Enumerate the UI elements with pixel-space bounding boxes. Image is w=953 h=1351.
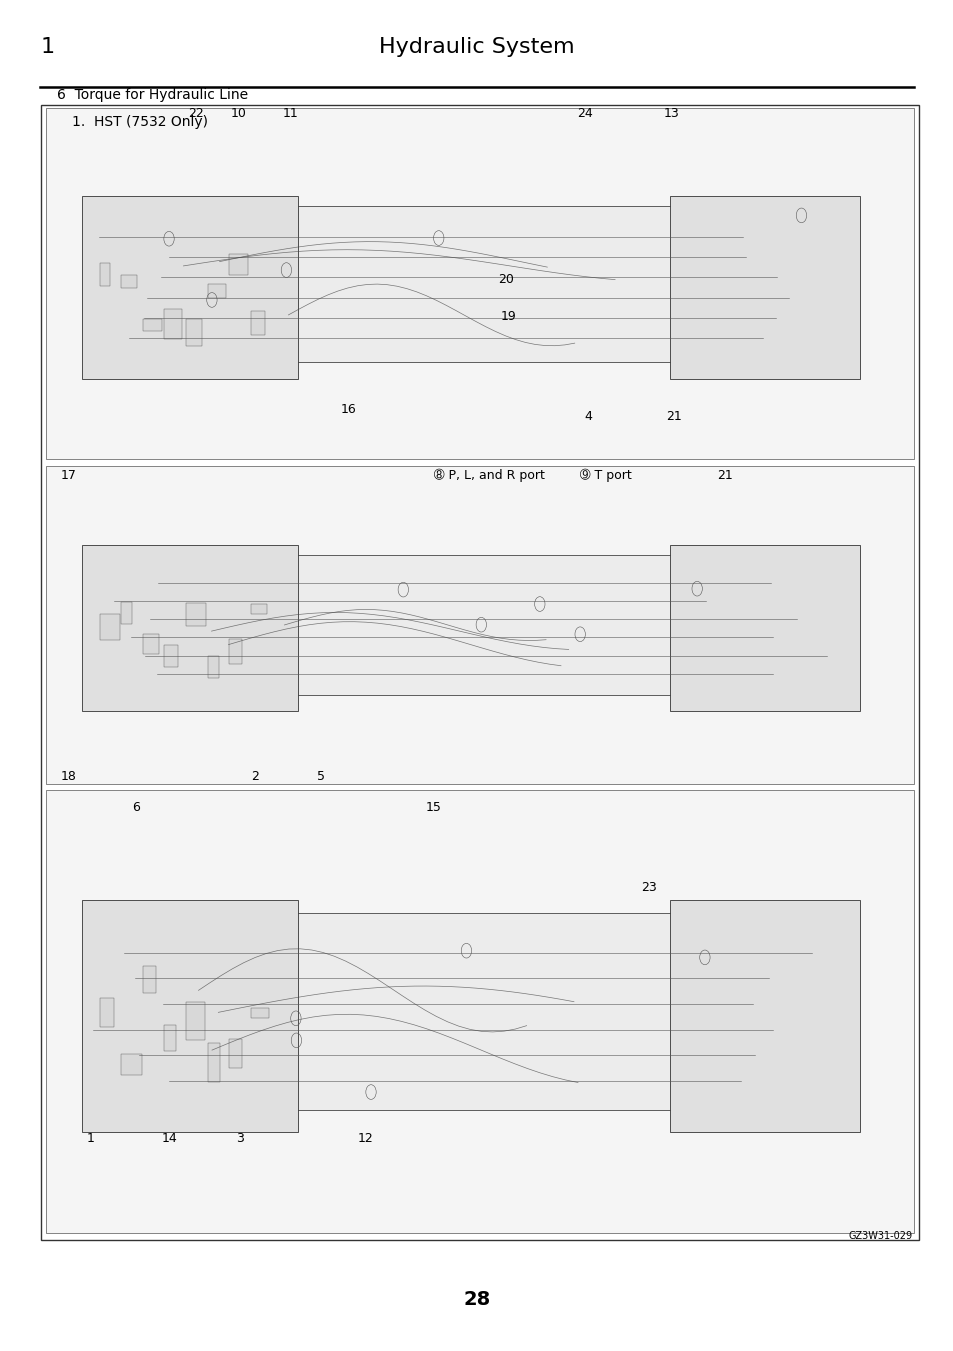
Bar [669,196,860,378]
Bar [91,555,851,694]
Bar [251,604,267,615]
Bar [229,1039,242,1067]
Bar [229,639,242,665]
Bar [186,1002,205,1040]
Text: 3: 3 [236,1132,244,1146]
Text: 6  Torque for Hydraulic Line: 6 Torque for Hydraulic Line [57,88,248,101]
Text: 13: 13 [663,107,679,120]
Bar [143,319,161,331]
Text: ➈ T port: ➈ T port [579,469,631,482]
Text: 1: 1 [40,38,54,57]
Text: 4: 4 [584,409,592,423]
Bar [121,1055,142,1074]
Text: 28: 28 [463,1290,490,1309]
Bar [164,309,182,339]
Text: 22: 22 [188,107,203,120]
Text: 24: 24 [577,107,592,120]
Bar [669,546,860,711]
Text: 21: 21 [665,409,680,423]
Bar [46,466,913,784]
Text: 2: 2 [251,770,258,784]
Bar [143,634,159,654]
Text: 21: 21 [717,469,732,482]
Text: 6: 6 [132,801,140,815]
Text: 1.  HST (7532 Only): 1. HST (7532 Only) [71,115,208,128]
Bar [208,655,219,678]
Bar [99,613,120,640]
Bar [164,646,177,667]
Bar [46,108,913,459]
Bar [46,790,913,1233]
Bar [208,284,226,299]
Text: 12: 12 [357,1132,373,1146]
Text: 1: 1 [87,1132,94,1146]
Bar [82,196,298,378]
Text: 15: 15 [426,801,441,815]
Text: 17: 17 [61,469,76,482]
Bar [99,998,114,1027]
Text: 11: 11 [283,107,298,120]
Text: 23: 23 [640,881,656,894]
Bar [121,274,137,288]
Bar [99,263,110,286]
Text: 20: 20 [497,273,513,286]
Bar [82,900,298,1132]
Bar [186,319,202,346]
Bar [164,1024,176,1051]
Text: ➇ P, L, and R port: ➇ P, L, and R port [434,469,544,482]
Bar [251,1008,269,1019]
Text: 10: 10 [231,107,246,120]
Text: 19: 19 [500,309,516,323]
Text: 5: 5 [317,770,325,784]
Text: 18: 18 [61,770,76,784]
Text: GZ3W31-029: GZ3W31-029 [848,1231,912,1242]
Bar [91,913,851,1111]
Text: 16: 16 [340,403,355,416]
Bar [82,546,298,711]
Bar [121,603,132,624]
Bar [251,311,265,335]
Bar [229,254,248,274]
Bar [143,966,155,993]
Bar [186,603,206,626]
Bar [208,1043,220,1082]
Bar [41,105,918,1240]
Bar [669,900,860,1132]
Bar [91,205,851,362]
Text: 14: 14 [162,1132,177,1146]
Text: Hydraulic System: Hydraulic System [378,38,575,57]
